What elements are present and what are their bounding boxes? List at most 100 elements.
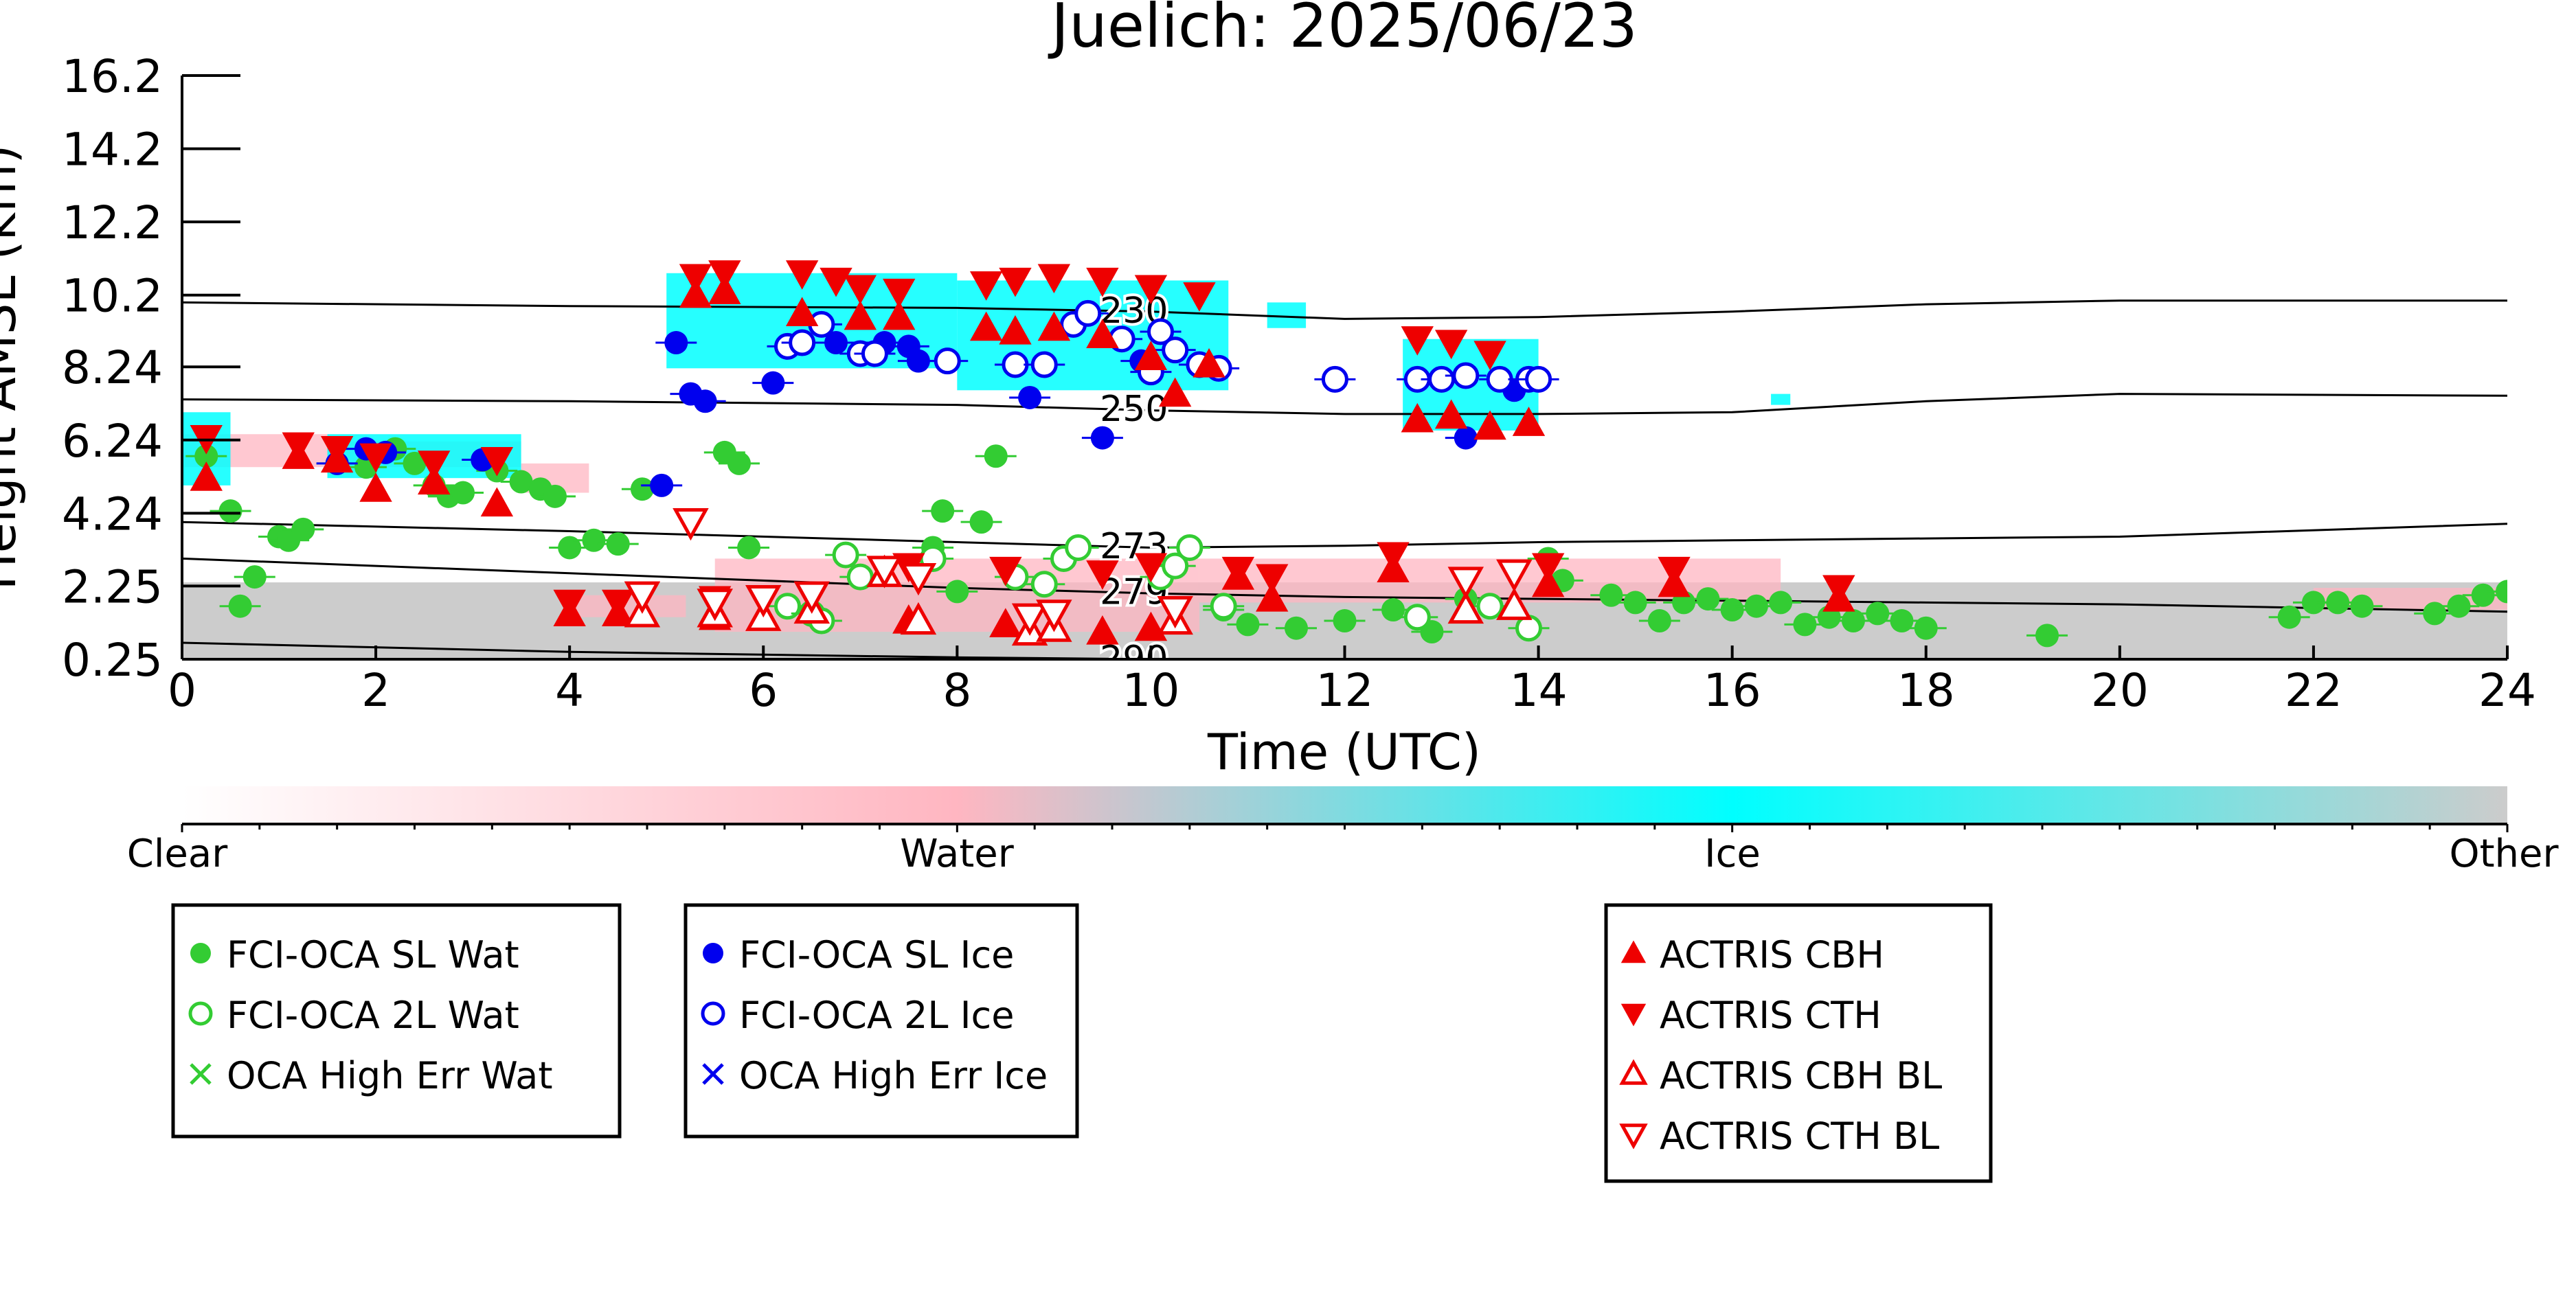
series-fci-oca-2l-ice [767, 299, 1559, 393]
x-tick-label: 4 [555, 664, 584, 717]
isotherm-line-273 [182, 521, 2507, 549]
x-tick-label: 2 [361, 664, 390, 717]
data-point [1647, 609, 1671, 633]
data-point [1134, 275, 1168, 305]
data-point [1162, 336, 1189, 364]
data-point [282, 432, 315, 462]
data-point [543, 484, 567, 508]
data-point [1623, 591, 1647, 615]
data-point [1333, 609, 1357, 633]
data-point [900, 602, 937, 635]
data-point [451, 481, 475, 505]
data-point [708, 275, 741, 305]
legend-box-2: FCI-OCA SL Ice FCI-OCA 2L Ice OCA High Err… [683, 903, 1079, 1139]
isotherm-line-250 [182, 393, 2507, 415]
data-point [1284, 616, 1308, 640]
data-point [558, 536, 582, 560]
legend-marker [701, 1001, 725, 1026]
data-point [820, 267, 852, 297]
x-tick-label: 14 [1510, 664, 1568, 717]
data-point [1476, 593, 1504, 620]
legend-item: FCI-OCA SL Ice [703, 933, 1014, 976]
isotherm-line-230 [182, 299, 2507, 320]
data-point [630, 477, 654, 501]
data-point [824, 331, 848, 355]
data-point [2496, 580, 2507, 604]
data-point [2035, 624, 2059, 648]
data-point [989, 556, 1022, 586]
data-point [1157, 595, 1193, 629]
data-point [969, 510, 993, 534]
x-tick-label: 10 [1122, 664, 1179, 717]
data-point [1086, 267, 1119, 297]
data-point [1914, 616, 1938, 640]
data-point [1086, 319, 1119, 348]
data-point [1221, 556, 1255, 586]
data-point [846, 563, 874, 591]
data-point [2447, 594, 2471, 618]
data-point [1086, 560, 1119, 590]
data-point [1454, 426, 1478, 450]
chart-title: Juelich: 2025/06/23 [1048, 0, 1638, 61]
legend-marker [1619, 1059, 1648, 1085]
data-point [679, 278, 712, 308]
data-point [1403, 604, 1431, 631]
data-point [1720, 598, 1744, 622]
data-point [1158, 377, 1192, 407]
data-point [664, 331, 688, 355]
data-point [1793, 613, 1817, 637]
data-point [708, 260, 741, 290]
data-point [1210, 593, 1237, 620]
data-point [745, 584, 782, 618]
legend-marker [190, 1063, 212, 1085]
legend-label: FCI-OCA SL Wat [227, 933, 519, 976]
legend-label: OCA High Err Ice [739, 1054, 1048, 1097]
data-point [1018, 385, 1042, 409]
data-point [1256, 564, 1289, 594]
data-point [1434, 399, 1468, 429]
data-point [359, 472, 392, 502]
data-point [194, 444, 218, 468]
legend-box-3: ACTRIS CBH ACTRIS CTH ACTRIS CBH BL ACTRIS … [1604, 903, 1993, 1183]
data-point [1011, 603, 1048, 636]
data-point [509, 470, 533, 494]
data-point [945, 580, 969, 604]
data-point [1473, 410, 1506, 440]
data-point [693, 389, 717, 413]
legend-frame [171, 903, 622, 1139]
data-point [2423, 602, 2447, 626]
legend-box-1: FCI-OCA SL Wat FCI-OCA 2L Wat OCA High Err… [171, 903, 622, 1139]
legend-marker [702, 1063, 724, 1085]
y-tick-label: 8.24 [62, 341, 163, 394]
x-tick-label: 22 [2285, 664, 2342, 717]
legend-marker [188, 1001, 213, 1026]
data-point [1531, 553, 1565, 583]
legend-label: ACTRIS CBH [1660, 933, 1884, 976]
data-point [1496, 587, 1533, 620]
data-point [999, 315, 1032, 345]
colorbar-label-other: Other [2449, 832, 2559, 876]
data-point [1841, 609, 1865, 633]
legend-marker [1620, 1003, 1647, 1027]
data-point [883, 278, 916, 308]
data-point [418, 450, 451, 480]
data-point [1866, 602, 1890, 626]
data-point [844, 275, 877, 305]
data-point [789, 329, 816, 356]
legend-frame [683, 903, 1079, 1139]
x-tick-label: 18 [1897, 664, 1955, 717]
data-point [2471, 583, 2495, 607]
data-point [697, 589, 733, 621]
data-point [359, 443, 392, 473]
data-point [601, 589, 635, 619]
series-actris-cbh [190, 275, 1855, 645]
legend-label: FCI-OCA 2L Wat [227, 994, 519, 1037]
data-point [1090, 426, 1114, 450]
legend-marker [190, 943, 211, 963]
data-point [1134, 553, 1168, 583]
colorbar-gradient [182, 786, 2507, 824]
legend-item: FCI-OCA 2L Ice [701, 994, 1014, 1037]
